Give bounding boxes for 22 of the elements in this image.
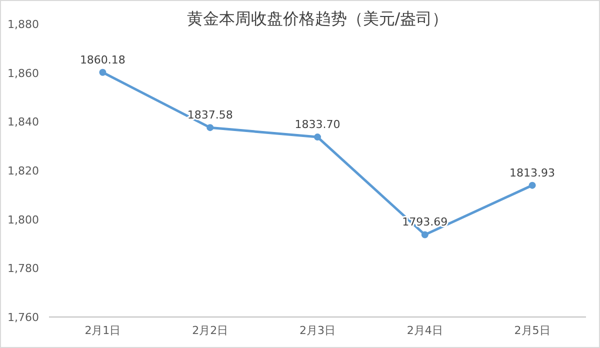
x-tick-label: 2月3日 bbox=[300, 324, 336, 337]
data-label: 1860.18 bbox=[80, 53, 126, 66]
x-tick-label: 2月4日 bbox=[406, 324, 443, 337]
data-label: 1833.70 bbox=[294, 118, 340, 132]
point bbox=[421, 231, 428, 238]
x-tick-label: 2月2日 bbox=[192, 324, 228, 337]
point bbox=[528, 182, 536, 189]
point bbox=[206, 124, 214, 132]
x-tick-label: 2月1日 bbox=[84, 324, 121, 337]
y-tick-label: 1,820 bbox=[8, 164, 39, 178]
data-label: 1813.93 bbox=[510, 166, 556, 180]
x-tick-label: 2月5日 bbox=[514, 324, 550, 337]
point bbox=[314, 134, 321, 141]
y-tick-label: 1,860 bbox=[8, 66, 39, 80]
data-label: 1837.58 bbox=[187, 108, 233, 122]
y-tick-label: 1,840 bbox=[8, 116, 39, 129]
y-tick-label: 1,760 bbox=[8, 311, 39, 324]
point bbox=[99, 68, 106, 76]
y-tick-label: 1,780 bbox=[8, 262, 39, 276]
y-tick-label: 1,880 bbox=[8, 18, 39, 31]
y-tick-label: 1,800 bbox=[8, 213, 39, 226]
chart-title: 黄金本周收盘价格趋势（美元/盎司） bbox=[186, 9, 448, 28]
